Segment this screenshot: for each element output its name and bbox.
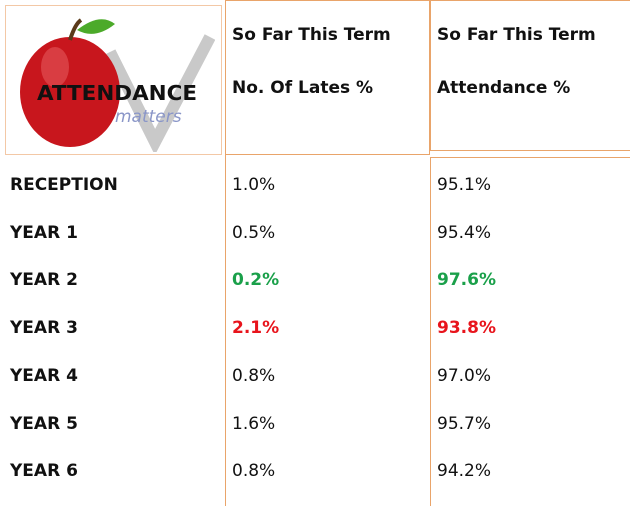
cell: 97.0% bbox=[437, 366, 491, 386]
cell: 1.0% bbox=[232, 175, 275, 195]
cell: 95.1% bbox=[437, 175, 491, 195]
row-label: YEAR 6 bbox=[10, 461, 78, 481]
cell: 0.2% bbox=[232, 270, 279, 290]
cell: 2.1% bbox=[232, 318, 279, 338]
logo-title: ATTENDANCE bbox=[37, 81, 197, 105]
header-rule bbox=[430, 157, 630, 158]
leaf bbox=[77, 19, 115, 34]
column-line bbox=[430, 158, 431, 506]
cell: 94.2% bbox=[437, 461, 491, 481]
cell: 0.8% bbox=[232, 366, 275, 386]
page: ATTENDANCE matters So Far This Term No. O… bbox=[0, 0, 630, 506]
row-label: YEAR 3 bbox=[10, 318, 78, 338]
column-header: No. Of Lates % bbox=[232, 78, 373, 98]
cell: 97.6% bbox=[437, 270, 496, 290]
column-header: So Far This Term bbox=[232, 25, 391, 45]
row-label: YEAR 5 bbox=[10, 414, 78, 434]
row-label: YEAR 4 bbox=[10, 366, 78, 386]
cell: 0.8% bbox=[232, 461, 275, 481]
column-header: Attendance % bbox=[437, 78, 570, 98]
column-line bbox=[225, 155, 226, 506]
cell: 1.6% bbox=[232, 414, 275, 434]
row-label: YEAR 1 bbox=[10, 223, 78, 243]
cell: 95.7% bbox=[437, 414, 491, 434]
cell: 93.8% bbox=[437, 318, 496, 338]
logo-subtitle: matters bbox=[115, 107, 182, 127]
cell: 95.4% bbox=[437, 223, 491, 243]
header-box bbox=[430, 0, 630, 151]
column-header: So Far This Term bbox=[437, 25, 596, 45]
cell: 0.5% bbox=[232, 223, 275, 243]
row-label: YEAR 2 bbox=[10, 270, 78, 290]
row-label: RECEPTION bbox=[10, 175, 118, 195]
logo: ATTENDANCE matters bbox=[15, 12, 215, 152]
